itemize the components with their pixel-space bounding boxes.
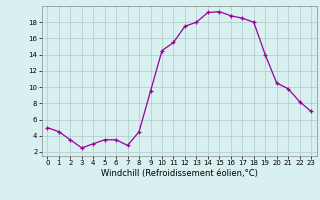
X-axis label: Windchill (Refroidissement éolien,°C): Windchill (Refroidissement éolien,°C) xyxy=(101,169,258,178)
